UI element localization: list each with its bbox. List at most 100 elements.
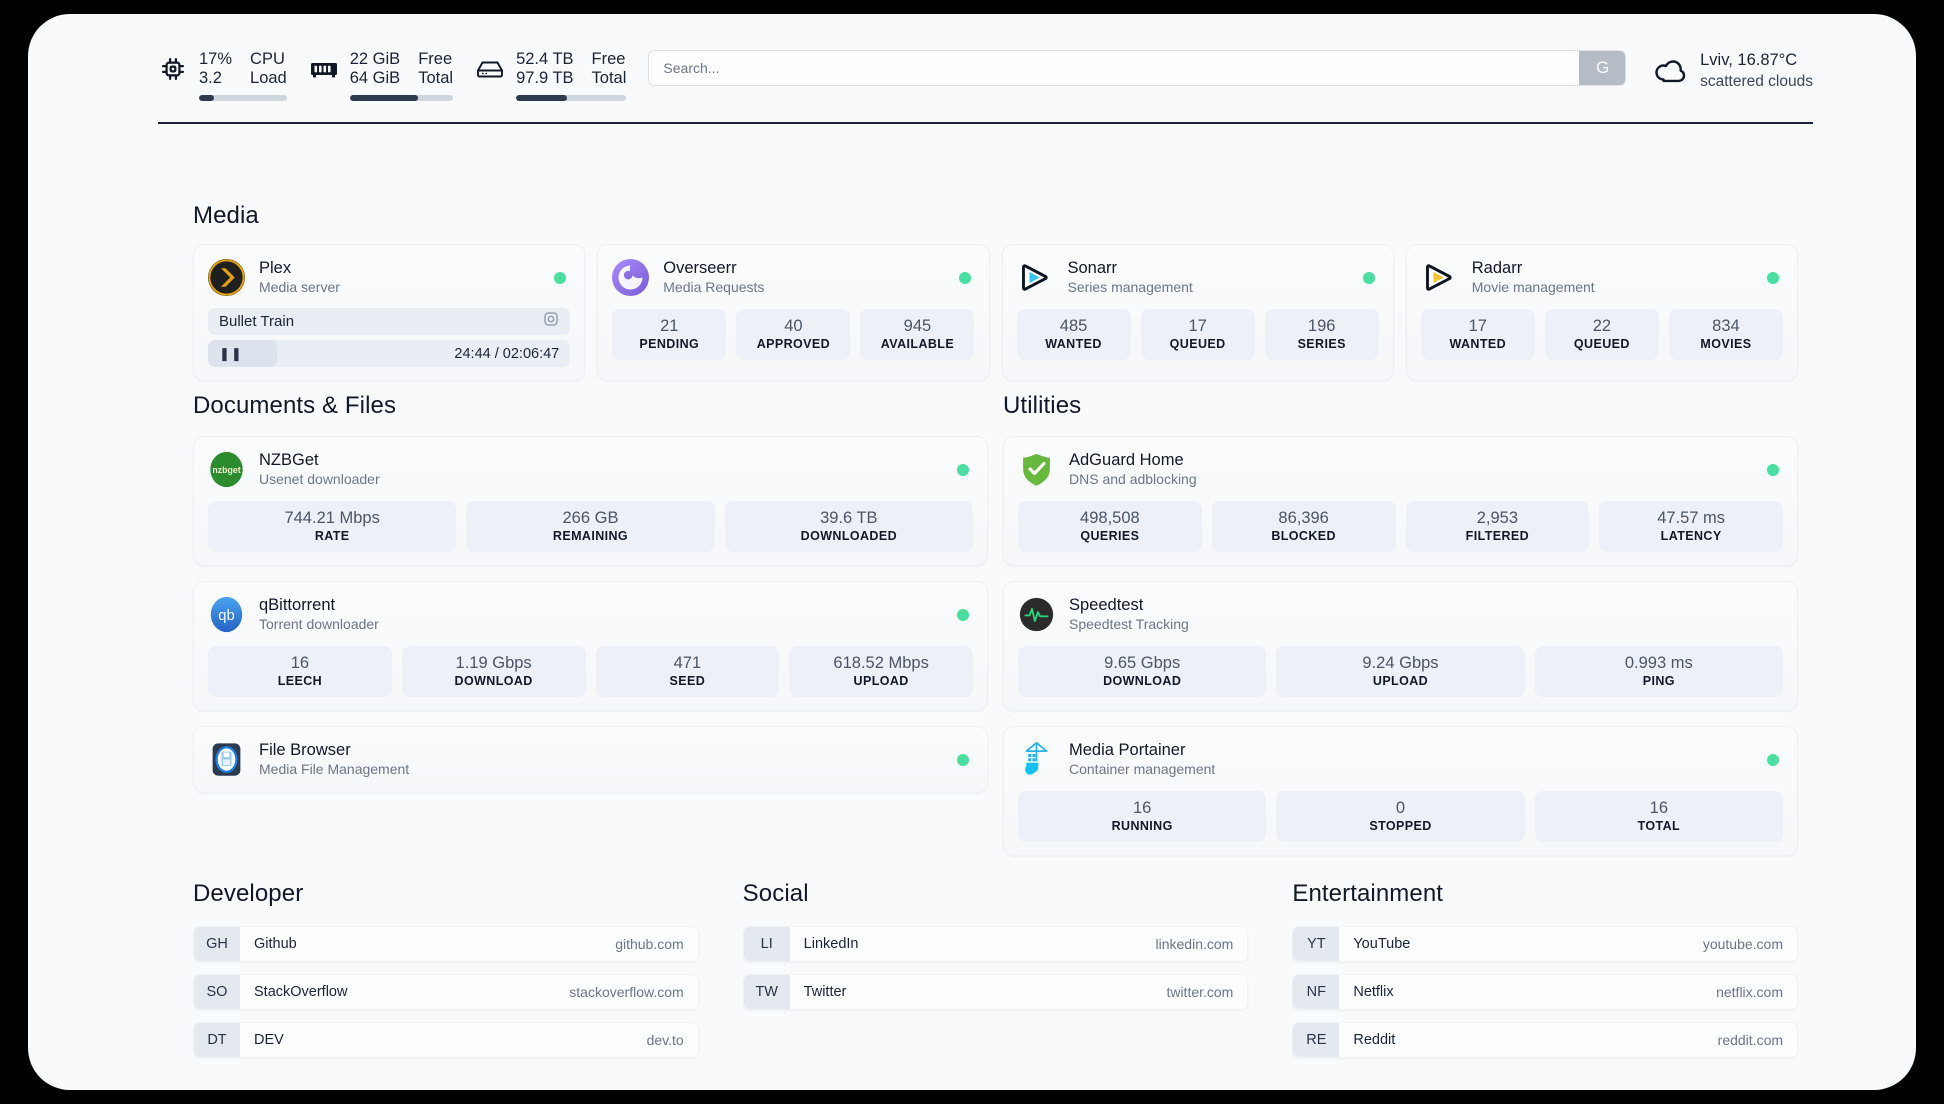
stat-progress-bar: [199, 95, 287, 101]
service-header: Overseerr Media Requests: [612, 258, 974, 297]
stat-number: 0: [1395, 799, 1406, 817]
bookmark-link[interactable]: RE Reddit reddit.com: [1292, 1022, 1799, 1058]
service-card[interactable]: qb qBittorrent Torrent downloader 16 LEE…: [193, 581, 988, 711]
status-indicator: [1767, 463, 1779, 476]
service-stats-row: 16 RUNNING 0 STOPPED 16 TOTAL: [1018, 791, 1783, 842]
service-card[interactable]: AdGuard Home DNS and adblocking 498,508 …: [1003, 436, 1798, 566]
header-bar: 17% 3.2 CPU Load 22 GiB 64 GiB: [158, 36, 1813, 114]
stat-label-primary: CPU: [250, 50, 285, 68]
bookmark-link[interactable]: SO StackOverflow stackoverflow.com: [193, 974, 699, 1010]
service-description: Media Requests: [663, 279, 765, 295]
bookmark-url: stackoverflow.com: [569, 984, 684, 1000]
service-card[interactable]: Sonarr Series management 485 WANTED 17 Q…: [1001, 244, 1394, 381]
stat-number: 485: [1059, 317, 1088, 335]
stat-caption: AVAILABLE: [880, 337, 955, 351]
stat-caption: RATE: [314, 529, 350, 543]
service-card[interactable]: Media Portainer Container management 16 …: [1003, 726, 1798, 856]
svg-text:nzbget: nzbget: [212, 465, 240, 475]
service-header: nzbget NZBGet Usenet downloader: [208, 450, 973, 489]
stat-tile: 16 LEECH: [208, 646, 392, 697]
bookmark-name: Twitter: [803, 984, 847, 1000]
stat-number: 40: [784, 317, 803, 335]
stat-number: 16: [1132, 799, 1152, 817]
bookmark-group-title: Entertainment: [1292, 880, 1444, 907]
stat-tile: 9.24 Gbps UPLOAD: [1276, 646, 1525, 697]
status-indicator: [1362, 271, 1375, 284]
stat-tile: 21 PENDING: [612, 309, 727, 360]
stat-number: 17: [1468, 317, 1487, 335]
stat-value-secondary: 97.9 TB: [516, 69, 574, 87]
service-name: Sonarr: [1067, 259, 1118, 277]
system-stat-ram: 22 GiB 64 GiB Free Total: [309, 36, 454, 101]
service-description: Torrent downloader: [259, 616, 379, 632]
service-description: Container management: [1069, 761, 1216, 777]
stat-caption: LEECH: [277, 674, 323, 688]
bookmark-abbr: NF: [1293, 975, 1340, 1009]
service-header: AdGuard Home DNS and adblocking: [1018, 450, 1783, 489]
service-card[interactable]: Plex Media server Bullet Train ❚❚ 24:44 …: [193, 244, 586, 381]
stat-caption: QUERIES: [1080, 529, 1140, 543]
weather-widget: Lviv, 16.87°C scattered clouds: [1652, 36, 1813, 92]
stat-tile: 0.993 ms PING: [1534, 646, 1783, 697]
stat-number: 16: [290, 654, 310, 672]
stat-caption: WANTED: [1449, 337, 1507, 351]
stat-caption: DOWNLOADED: [800, 529, 897, 543]
stat-tile: 744.21 Mbps RATE: [208, 501, 457, 552]
service-card[interactable]: Speedtest Speedtest Tracking 9.65 Gbps D…: [1003, 581, 1798, 711]
stat-caption: DOWNLOAD: [1103, 674, 1182, 688]
documents-column: Documents & Files nzbget NZBGet Usenet d…: [193, 392, 988, 793]
search-box[interactable]: G: [648, 50, 1627, 86]
stat-tile: 2,953 FILTERED: [1405, 501, 1590, 552]
bookmark-url: twitter.com: [1166, 984, 1234, 1000]
service-card[interactable]: File Browser Media File Management: [193, 726, 988, 793]
bookmark-abbr: TW: [743, 975, 790, 1009]
stat-number: 196: [1307, 317, 1336, 335]
adguard-icon: [1018, 451, 1055, 488]
bookmark-link[interactable]: GH Github github.com: [193, 926, 699, 962]
stat-number: 498,508: [1080, 509, 1140, 527]
stat-label-secondary: Total: [591, 69, 627, 87]
service-stats-row: 744.21 Mbps RATE 266 GB REMAINING 39.6 T…: [208, 501, 973, 552]
service-card[interactable]: nzbget NZBGet Usenet downloader 744.21 M…: [193, 436, 988, 566]
ram-icon: [309, 54, 339, 84]
section-title-utilities: Utilities: [1003, 392, 1082, 419]
service-card[interactable]: Radarr Movie management 17 WANTED 22 QUE…: [1405, 244, 1798, 381]
bookmark-abbr: YT: [1293, 927, 1340, 961]
service-description: Media server: [259, 279, 340, 295]
stat-progress-bar: [349, 95, 454, 101]
status-indicator: [554, 271, 567, 284]
cpu-icon: [158, 54, 188, 84]
service-header: Plex Media server: [208, 258, 570, 297]
pause-icon[interactable]: ❚❚: [219, 345, 243, 361]
stat-tile: 618.52 Mbps UPLOAD: [789, 646, 973, 697]
now-playing-title: Bullet Train: [219, 313, 295, 330]
stat-tile: 1.19 Gbps DOWNLOAD: [401, 646, 586, 697]
service-description: Speedtest Tracking: [1069, 616, 1189, 632]
service-description: DNS and adblocking: [1069, 471, 1197, 487]
system-stat-cpu: 17% 3.2 CPU Load: [158, 36, 287, 101]
stat-tile: 266 GB REMAINING: [466, 501, 715, 552]
status-indicator: [957, 753, 969, 766]
cast-icon[interactable]: [543, 311, 559, 332]
stat-caption: SERIES: [1297, 337, 1346, 351]
service-description: Usenet downloader: [259, 471, 380, 487]
service-name: qBittorrent: [259, 596, 336, 614]
bookmark-name: Github: [254, 936, 297, 952]
search-input[interactable]: [649, 51, 1580, 85]
media-card-row: Plex Media server Bullet Train ❚❚ 24:44 …: [193, 244, 1798, 381]
bookmark-link[interactable]: NF Netflix netflix.com: [1292, 974, 1799, 1010]
stat-number: 86,396: [1278, 509, 1329, 527]
search-engine-button[interactable]: G: [1579, 51, 1626, 85]
stat-number: 17: [1188, 317, 1207, 335]
service-card[interactable]: Overseerr Media Requests 21 PENDING 40 A…: [597, 244, 990, 381]
bookmark-link[interactable]: TW Twitter twitter.com: [742, 974, 1249, 1010]
bookmark-link[interactable]: YT YouTube youtube.com: [1292, 926, 1799, 962]
bookmark-link[interactable]: LI LinkedIn linkedin.com: [742, 926, 1249, 962]
stat-tile: 834 MOVIES: [1668, 309, 1783, 360]
disk-icon: [475, 54, 505, 84]
bookmark-name: YouTube: [1353, 936, 1411, 952]
service-name: NZBGet: [259, 451, 319, 469]
bookmark-link[interactable]: DT DEV dev.to: [193, 1022, 699, 1058]
now-playing-progress[interactable]: ❚❚ 24:44 / 02:06:47: [208, 340, 571, 367]
stat-number: 47.57 ms: [1657, 509, 1726, 527]
